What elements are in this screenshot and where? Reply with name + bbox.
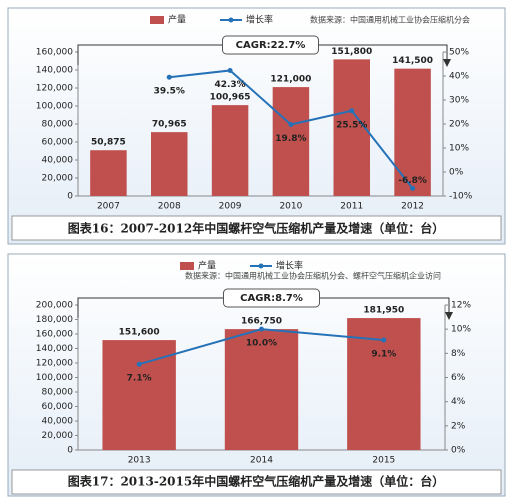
bar-label: 181,950 (363, 306, 404, 316)
bar-label: 151,800 (331, 47, 372, 57)
bar-label: 50,875 (91, 138, 126, 148)
cagr-box (223, 288, 320, 308)
y2-tick-label: -10% (449, 192, 473, 202)
y2-tick-label: 10% (451, 325, 471, 335)
cagr-arrow (445, 312, 453, 320)
y-tick-label: 20,000 (42, 431, 74, 441)
growth-label: 25.5% (336, 120, 367, 130)
bar-label: 70,965 (152, 120, 187, 130)
y2-tick-label: 8% (451, 349, 466, 359)
source: 数据来源：中国通用机械工业协会压缩机分会 (310, 15, 470, 25)
x-tick-label: 2014 (250, 456, 273, 466)
bar (272, 87, 310, 196)
y2-tick-label: 0% (451, 446, 466, 456)
cagr-box (222, 35, 319, 55)
growth-point (288, 121, 294, 127)
y2-tick-label: 40% (449, 72, 469, 82)
legend-swatch (150, 16, 164, 24)
caption-box (11, 215, 502, 241)
y-tick-label: 160,000 (36, 330, 73, 340)
y-tick-label: 60,000 (42, 402, 74, 412)
caption: 图表17：2013-2015年中国螺杆空气压缩机产量及增速（单位：台） (68, 474, 444, 489)
x-tick-label: 2008 (158, 202, 181, 212)
caption: 图表16：2007-2012年中国螺杆空气压缩机产量及增速（单位：台） (68, 221, 444, 236)
chart-panel: 图表16：2007-2012年中国螺杆空气压缩机产量及增速（单位：台） 数据来源… (7, 7, 506, 245)
growth-label: 7.1% (127, 374, 152, 384)
growth-label: 9.1% (371, 350, 396, 360)
y-tick-label: 40,000 (42, 156, 74, 166)
growth-label: 39.5% (154, 87, 185, 97)
bar (224, 329, 299, 450)
y2-tick-label: 20% (449, 120, 469, 130)
bar (90, 150, 127, 196)
y-tick-label: 0 (67, 192, 73, 202)
y-tick-label: 20,000 (42, 174, 74, 184)
legend-swatch (180, 262, 194, 270)
y-tick-label: 0 (67, 446, 73, 456)
growth-point (381, 337, 387, 343)
growth-point (227, 67, 233, 73)
growth-point (410, 185, 416, 191)
x-tick-label: 2012 (401, 202, 424, 212)
legend-marker (258, 263, 264, 269)
bar (151, 132, 188, 196)
y2-tick-label: 30% (449, 96, 469, 106)
caption-box (11, 469, 502, 495)
y-tick-label: 80,000 (42, 120, 74, 130)
y-tick-label: 60,000 (42, 138, 74, 148)
bar-label: 121,000 (270, 75, 311, 85)
growth-point (136, 361, 142, 367)
growth-label: 42.3% (214, 80, 245, 90)
y2-tick-label: 6% (451, 373, 466, 383)
y-tick-label: 180,000 (36, 315, 73, 325)
bar-label: 100,965 (210, 93, 251, 103)
y2-tick-label: 2% (451, 421, 466, 431)
source: 数据来源：中国通用机械工业协会压缩机分会、螺杆空气压缩机企业访问 (185, 271, 441, 281)
growth-point (166, 74, 172, 80)
x-tick-label: 2013 (128, 456, 151, 466)
growth-point (259, 326, 264, 332)
legend-label: 增长率 (276, 260, 303, 272)
cagr-label: CAGR:8.7% (240, 293, 303, 304)
y-tick-label: 100,000 (36, 102, 73, 112)
y-tick-label: 140,000 (36, 66, 73, 76)
legend-marker (228, 17, 234, 23)
growth-label: -6.8% (398, 176, 427, 186)
y2-tick-label: 4% (451, 397, 466, 407)
x-tick-label: 2011 (340, 202, 363, 212)
bar (394, 68, 431, 196)
bar (102, 340, 176, 450)
growth-label: 10.0% (246, 339, 277, 349)
y-tick-label: 120,000 (36, 84, 73, 94)
y2-tick-label: 10% (449, 144, 469, 154)
bar-label: 141,500 (392, 56, 433, 66)
x-tick-label: 2009 (219, 202, 242, 212)
x-tick-label: 2015 (372, 456, 395, 466)
legend-label: 产量 (168, 14, 186, 26)
y-tick-label: 40,000 (42, 417, 74, 427)
y-tick-label: 160,000 (36, 48, 73, 58)
bar (211, 105, 249, 196)
y-tick-label: 120,000 (36, 359, 73, 369)
y-tick-label: 140,000 (36, 344, 73, 354)
growth-label: 19.8% (275, 134, 306, 144)
y2-tick-label: 50% (449, 48, 469, 58)
x-tick-label: 2007 (97, 202, 120, 212)
bar-label: 151,600 (119, 328, 160, 338)
y-tick-label: 100,000 (36, 373, 73, 383)
y2-tick-label: 12% (451, 301, 471, 311)
legend-label: 产量 (198, 260, 216, 272)
bar-label: 166,750 (241, 317, 282, 327)
y-tick-label: 200,000 (36, 301, 73, 311)
cagr-label: CAGR:22.7% (236, 40, 306, 51)
y2-tick-label: 0% (449, 168, 464, 178)
y-tick-label: 80,000 (42, 388, 74, 398)
growth-point (349, 108, 355, 114)
legend-label: 增长率 (246, 14, 273, 26)
x-tick-label: 2010 (279, 202, 302, 212)
cagr-arrow (443, 59, 451, 67)
